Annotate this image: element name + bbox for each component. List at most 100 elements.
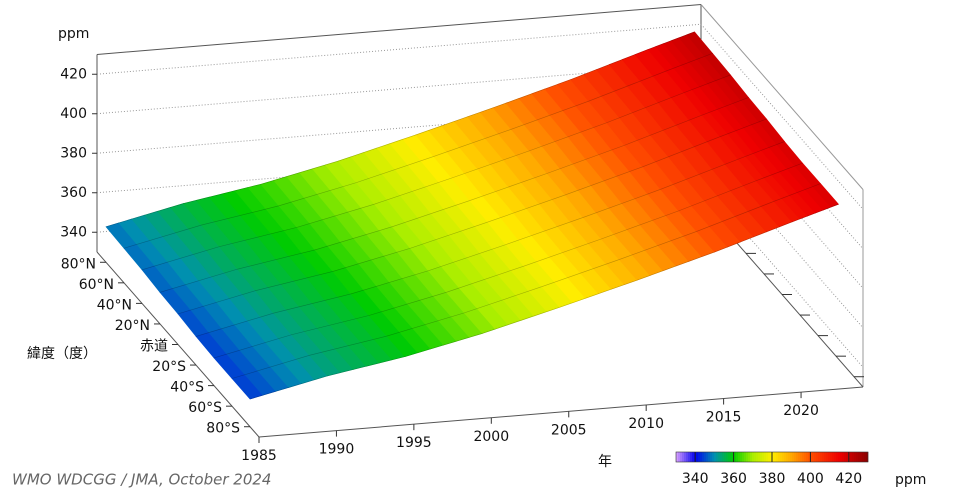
colorbar-swatch [728,452,731,462]
colorbar-swatch [832,452,835,462]
colorbar-swatch [810,452,813,462]
colorbar-swatch [704,452,707,462]
colorbar-swatch [718,452,721,462]
colorbar-swatch [770,452,773,462]
surface-line [141,74,731,271]
colorbar-swatch [782,452,785,462]
colorbar-swatch [792,452,795,462]
box-edge [700,4,864,190]
colorbar-swatch [738,452,741,462]
colorbar-swatch [716,452,719,462]
x-axis-label: 年 [598,454,612,470]
colorbar-swatch [796,452,799,462]
colorbar-swatch [784,452,787,462]
y-tick-label: 60°N [79,277,114,293]
colorbar-swatch [690,452,693,462]
colorbar-swatch [686,452,689,462]
colorbar-swatch [722,452,725,462]
box-edge [96,4,702,55]
colorbar-label: ppm [895,472,926,488]
surface-line [231,183,821,379]
x-tick-label: 1990 [319,442,355,458]
x-tick-label: 2005 [551,422,587,438]
surface-line [105,31,695,228]
colorbar-swatch [730,452,733,462]
colorbar-swatch [714,452,717,462]
colorbar-swatch [772,452,775,462]
colorbar-swatch [840,452,843,462]
x-tick-label: 1985 [241,448,277,464]
surface-line [195,141,785,337]
colorbar-swatch [754,452,757,462]
z-tick-label: 340 [60,224,87,240]
colorbar-tick-label: 340 [682,471,709,487]
colorbar-swatch [814,452,817,462]
z-tick-label: 400 [60,106,87,122]
grid-line [96,102,702,154]
colorbar-swatch [822,452,825,462]
colorbar-swatch [850,452,853,462]
colorbar-swatch [800,452,803,462]
z-tick-label: 420 [60,66,87,82]
y-tick-label: 赤道 [140,339,168,355]
colorbar-swatch [744,452,747,462]
colorbar-swatch [858,452,861,462]
colorbar-swatch [812,452,815,462]
surface-line [249,203,839,400]
surface-line [159,97,749,293]
colorbar-swatch [678,452,681,462]
colorbar-swatch [864,452,867,462]
grid-line [700,102,864,289]
colorbar-swatch [734,452,737,462]
y-tick-label: 40°S [170,380,204,396]
grid-line [700,23,864,210]
colorbar-swatch [818,452,821,462]
grid-line [700,181,864,368]
colorbar-swatch [696,452,699,462]
colorbar-swatch [824,452,827,462]
colorbar-swatch [834,452,837,462]
colorbar-tick-label: 420 [835,471,862,487]
colorbar-swatch [816,452,819,462]
colorbar-swatch [708,452,711,462]
y-tick-label: 80°N [61,256,96,272]
x-tick-label: 2000 [473,429,509,445]
colorbar-swatch [780,452,783,462]
x-tick-label: 2020 [783,403,819,419]
z-tick-label: 360 [60,185,87,201]
colorbar-swatch [806,452,809,462]
colorbar-swatch [838,452,841,462]
colorbar-swatch [760,452,763,462]
colorbar-swatch [836,452,839,462]
box-edge [258,386,864,438]
colorbar-swatch [756,452,759,462]
colorbar-swatch [702,452,705,462]
colorbar-swatch [820,452,823,462]
colorbar-swatch [750,452,753,462]
colorbar-swatch [854,452,857,462]
x-tick-label: 2010 [628,416,664,432]
colorbar-swatch [852,452,855,462]
colorbar-swatch [758,452,761,462]
colorbar-swatch [748,452,751,462]
colorbar-swatch [786,452,789,462]
surface-line [177,118,767,315]
colorbar-swatch [846,452,849,462]
z-axis-label: ppm [58,26,89,42]
colorbar-swatch [842,452,845,462]
y-axis-label: 緯度（度） [27,346,97,362]
colorbar-swatch [830,452,833,462]
grid-line [700,63,864,250]
colorbar-swatch [802,452,805,462]
colorbar-swatch [712,452,715,462]
surface-line [123,53,713,249]
colorbar-swatch [768,452,771,462]
colorbar-swatch [794,452,797,462]
colorbar-swatch [692,452,695,462]
colorbar-swatch [682,452,685,462]
colorbar-swatch [762,452,765,462]
surface-patch [812,183,840,208]
y-tick-label: 40°N [97,297,132,313]
colorbar-swatch [688,452,691,462]
